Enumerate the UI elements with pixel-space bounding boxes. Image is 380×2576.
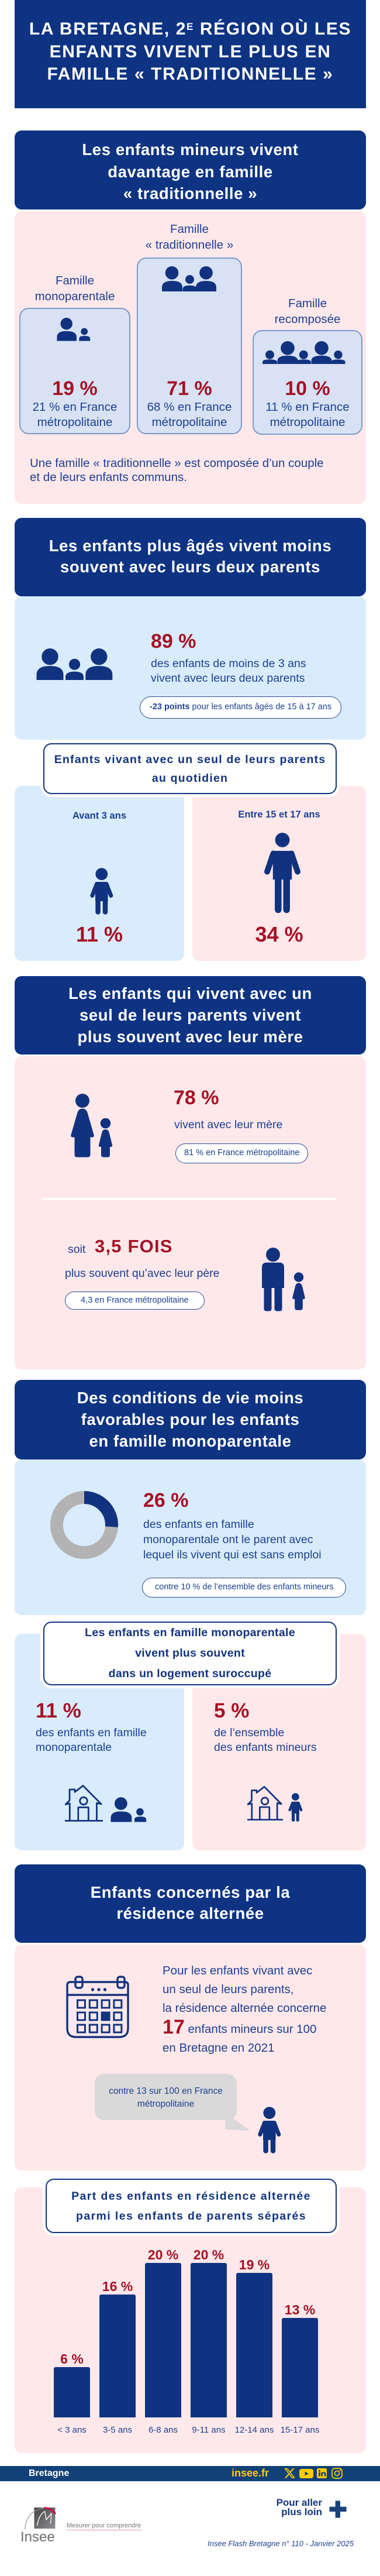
svg-text:Mesurer pour comprendre: Mesurer pour comprendre bbox=[67, 2522, 141, 2529]
svg-text:Insee: Insee bbox=[20, 2529, 55, 2545]
